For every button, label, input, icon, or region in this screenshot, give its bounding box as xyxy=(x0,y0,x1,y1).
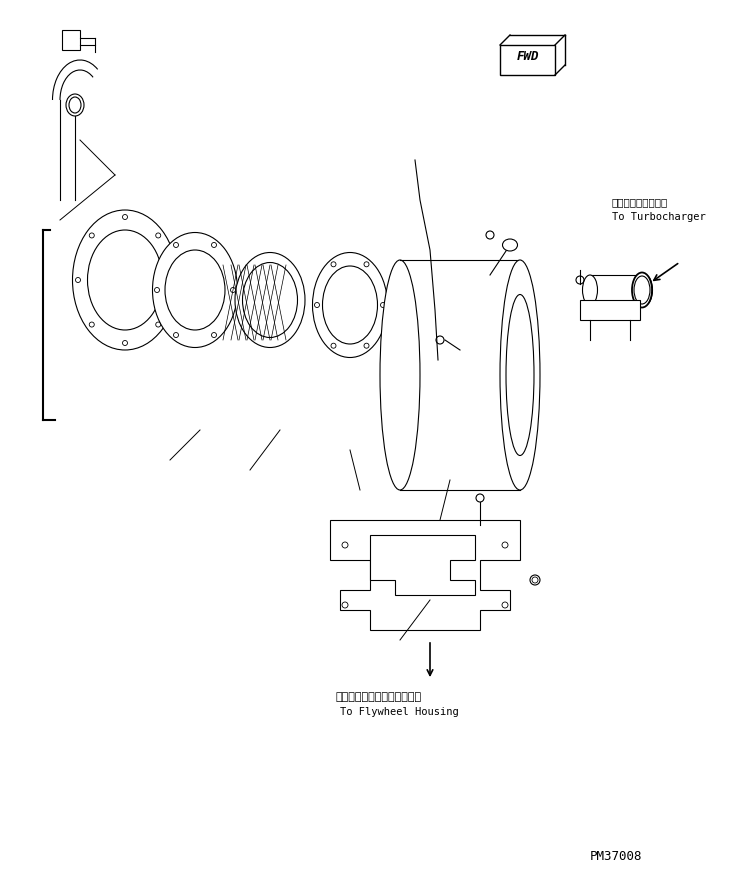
Polygon shape xyxy=(330,520,520,630)
Ellipse shape xyxy=(583,275,598,305)
Ellipse shape xyxy=(66,94,84,116)
Ellipse shape xyxy=(152,232,238,348)
Ellipse shape xyxy=(313,253,388,357)
Polygon shape xyxy=(500,45,555,75)
Text: PM37008: PM37008 xyxy=(590,850,643,863)
Text: FWD: FWD xyxy=(517,50,539,63)
Ellipse shape xyxy=(632,273,652,308)
Text: To Turbocharger: To Turbocharger xyxy=(612,212,706,222)
Polygon shape xyxy=(580,300,640,320)
Polygon shape xyxy=(62,30,80,50)
Ellipse shape xyxy=(638,275,652,305)
Ellipse shape xyxy=(476,494,484,502)
Ellipse shape xyxy=(380,260,420,490)
Ellipse shape xyxy=(73,210,178,350)
Text: To Flywheel Housing: To Flywheel Housing xyxy=(340,707,459,717)
Ellipse shape xyxy=(500,260,540,490)
Polygon shape xyxy=(370,535,475,595)
Ellipse shape xyxy=(503,239,518,251)
Ellipse shape xyxy=(235,253,305,348)
Text: ターボチャージャヘ: ターボチャージャヘ xyxy=(612,197,668,207)
Polygon shape xyxy=(590,275,645,305)
Text: フライホイールハウジングヘ: フライホイールハウジングヘ xyxy=(335,692,422,702)
